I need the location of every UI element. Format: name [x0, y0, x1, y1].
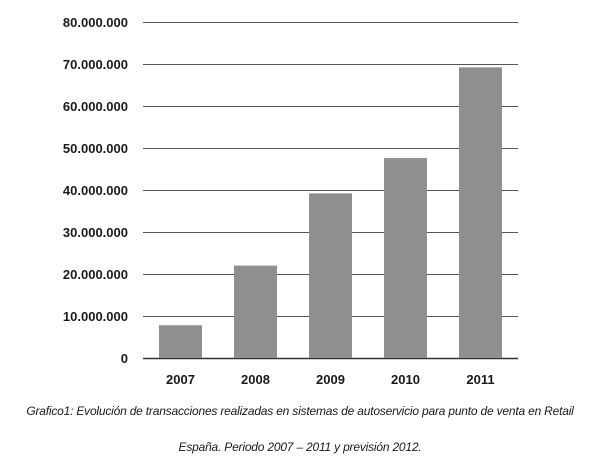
- figure-caption-line2: España. Periodo 2007 – 2011 y previsión …: [178, 440, 422, 454]
- bar-2008: [234, 265, 277, 358]
- x-tick-label-2008: 2008: [241, 372, 270, 387]
- y-tick-label: 30.000.000: [63, 225, 128, 240]
- y-tick-label: 80.000.000: [63, 15, 128, 30]
- bar-2007: [159, 325, 202, 358]
- y-tick-label: 60.000.000: [63, 99, 128, 114]
- y-tick-label: 40.000.000: [63, 183, 128, 198]
- x-tick-label-2007: 2007: [166, 372, 195, 387]
- bar-2010: [384, 158, 427, 358]
- y-tick-label: 20.000.000: [63, 267, 128, 282]
- y-tick-label: 10.000.000: [63, 309, 128, 324]
- figure-caption-line1: Grafico1: Evolución de transacciones rea…: [26, 404, 574, 418]
- y-axis-tick-labels: 0 10.000.000 20.000.000 30.000.000 40.000.00…: [63, 15, 128, 366]
- bar-2009: [309, 193, 352, 358]
- bar-chart: 0 10.000.000 20.000.000 30.000.000 40.000.00…: [63, 15, 518, 387]
- y-tick-label: 50.000.000: [63, 141, 128, 156]
- x-tick-label-2010: 2010: [391, 372, 420, 387]
- gridlines: [143, 22, 518, 360]
- bar-2011: [459, 67, 502, 359]
- x-tick-label-2011: 2011: [466, 372, 494, 387]
- x-tick-label-2009: 2009: [316, 372, 345, 387]
- bars: [159, 67, 502, 359]
- x-axis-tick-labels: 2007 2008 2009 2010 2011: [166, 372, 495, 387]
- y-tick-label: 70.000.000: [63, 57, 128, 72]
- y-tick-label: 0: [121, 351, 128, 366]
